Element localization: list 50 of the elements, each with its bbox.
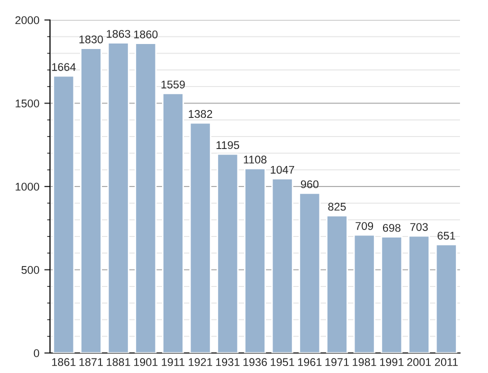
x-tick-label: 2011 <box>434 358 458 366</box>
x-tick-label: 1951 <box>270 358 294 366</box>
x-tick-label: 1921 <box>188 358 212 366</box>
bar <box>408 235 430 353</box>
x-tick-label: 1901 <box>134 358 158 366</box>
bar <box>107 42 130 353</box>
bar <box>435 244 458 353</box>
data-label: 1382 <box>188 110 212 118</box>
data-label: 1559 <box>161 80 185 88</box>
x-tick-label: 1936 <box>243 358 267 366</box>
bar <box>216 153 239 353</box>
x-tick-label: 1911 <box>162 358 184 366</box>
bar <box>298 192 321 353</box>
bar <box>162 92 184 353</box>
x-tick-label: 1991 <box>380 358 404 366</box>
data-label: 1830 <box>79 35 103 44</box>
data-label: 1863 <box>106 30 130 38</box>
data-label: 709 <box>356 222 374 230</box>
data-label: 1860 <box>134 30 158 38</box>
data-label: 1664 <box>52 63 76 71</box>
data-label: 825 <box>328 202 346 211</box>
bar <box>134 42 157 353</box>
x-tick-label: 1881 <box>106 358 130 366</box>
data-label: 1195 <box>216 141 240 150</box>
bar <box>244 168 266 353</box>
bar <box>326 214 348 353</box>
bar <box>380 236 403 353</box>
bar <box>189 122 212 353</box>
bar <box>353 234 376 353</box>
data-label: 960 <box>300 180 318 188</box>
bar <box>80 48 102 353</box>
y-tick-label: 2000 <box>15 16 40 24</box>
x-tick-label: 1871 <box>79 358 103 366</box>
data-label: 1108 <box>244 156 266 164</box>
y-tick-label: 1500 <box>16 100 40 108</box>
data-label: 1047 <box>270 166 294 174</box>
x-tick-label: 1961 <box>298 358 322 366</box>
y-tick-label: 1000 <box>16 182 40 191</box>
x-tick-label: 2001 <box>407 358 431 366</box>
y-tick-label: 500 <box>21 266 40 274</box>
x-tick-label: 1931 <box>216 358 240 366</box>
x-tick-label: 1971 <box>325 358 349 366</box>
data-label: 651 <box>438 232 456 240</box>
y-tick-label: 0 <box>34 349 40 358</box>
x-tick-label: 1861 <box>52 358 76 366</box>
bar <box>271 178 294 353</box>
x-tick-label: 1981 <box>352 358 376 366</box>
bar <box>52 75 75 353</box>
data-label: 698 <box>382 224 400 232</box>
data-label: 703 <box>410 223 428 231</box>
